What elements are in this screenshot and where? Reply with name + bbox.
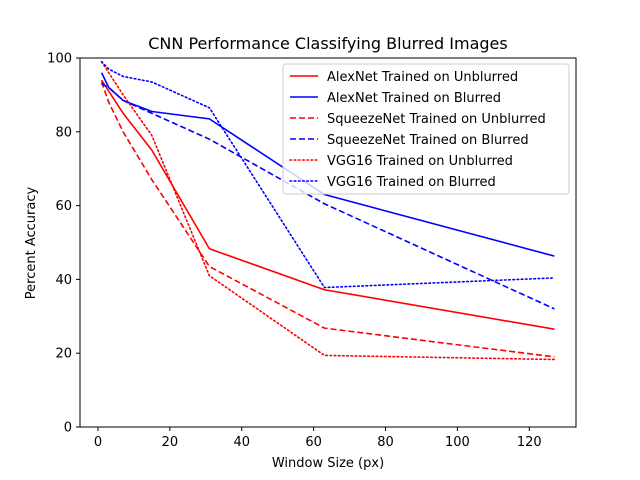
chart-title: CNN Performance Classifying Blurred Imag… [148,34,507,53]
legend-box [282,63,570,195]
plot-area [79,57,577,428]
y-tick-label: 40 [55,273,72,288]
legend-label: SqueezeNet Trained on Unblurred [327,112,546,127]
plot-frame [79,57,577,428]
x-tick-label: 120 [517,435,542,450]
series-line-1 [100,79,555,330]
x-tick-label: 60 [305,435,322,450]
y-axis: 0 20 40 60 80 100 [47,52,80,436]
legend-label: AlexNet Trained on Blurred [327,91,501,106]
series-layer [100,60,556,361]
series-line-3 [100,81,555,358]
x-tick-label: 80 [377,435,394,450]
y-tick-label: 20 [55,347,72,362]
y-tick-label: 80 [55,125,72,140]
y-tick-label: 100 [47,52,72,67]
x-axis: 0 20 40 60 80 100 120 [94,427,542,450]
x-tick-label: 0 [94,435,102,450]
series-line-5 [100,60,556,361]
y-tick-label: 0 [64,421,72,436]
legend-label: VGG16 Trained on Blurred [327,175,496,190]
x-tick-label: 20 [162,435,179,450]
series-line-6 [100,60,556,289]
y-tick-label: 60 [55,199,72,214]
legend-label: AlexNet Trained on Unblurred [327,70,518,85]
y-axis-title: Percent Accuracy [24,186,39,299]
legend-label: SqueezeNet Trained on Blurred [327,133,529,148]
series-line-2 [100,72,555,257]
legend-label: VGG16 Trained on Unblurred [327,154,513,169]
x-axis-title: Window Size (px) [272,456,384,471]
x-tick-label: 100 [445,435,470,450]
x-tick-label: 40 [233,435,250,450]
legend: AlexNet Trained on Unblurred AlexNet Trai… [282,63,570,195]
series-line-4 [101,83,555,310]
